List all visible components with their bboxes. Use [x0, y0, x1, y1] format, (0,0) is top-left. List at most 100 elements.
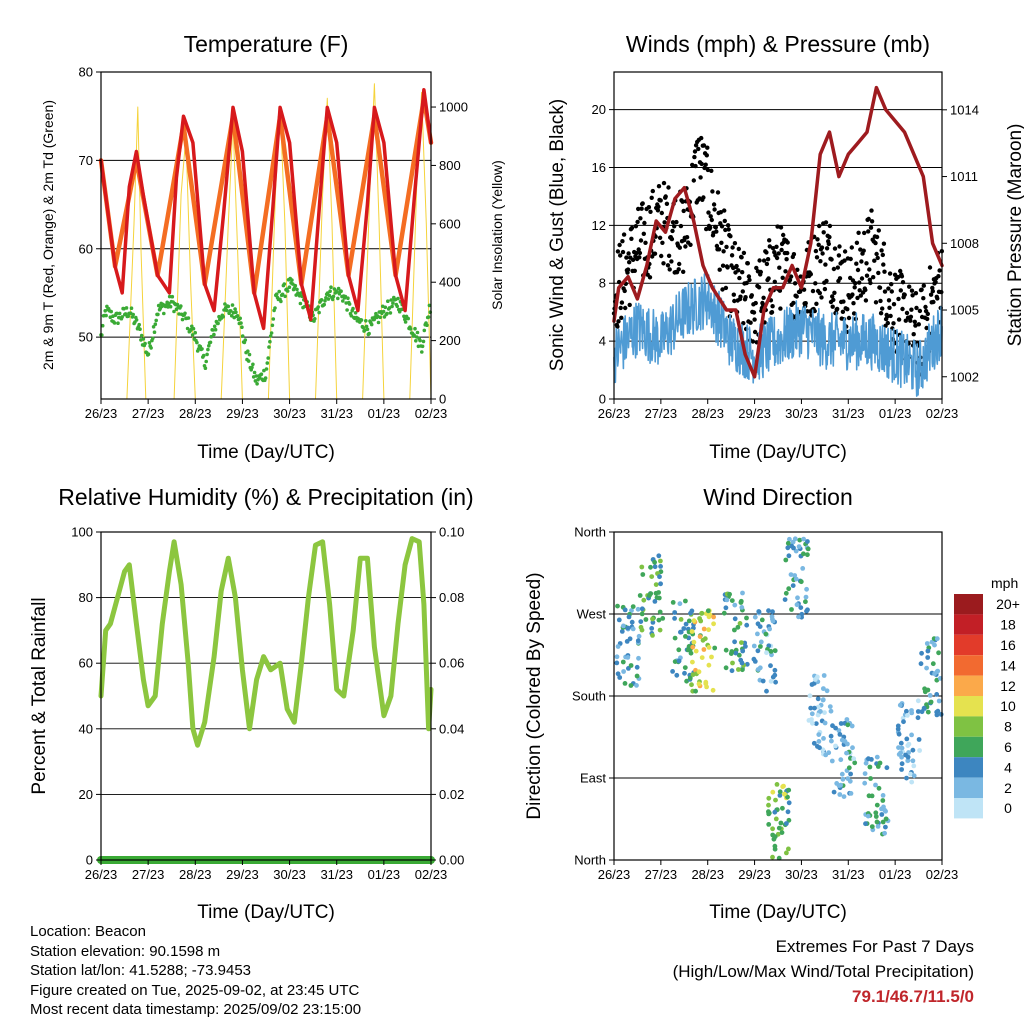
direction-point [688, 610, 693, 616]
direction-point [758, 639, 764, 645]
dewpoint-point [421, 339, 426, 344]
direction-point [768, 678, 774, 684]
dewpoint-point [224, 308, 229, 313]
gust-point [916, 322, 921, 327]
gust-point [814, 301, 819, 306]
gust-point [627, 302, 632, 308]
direction-point [697, 634, 703, 639]
direction-point [915, 715, 921, 721]
gust-point [867, 267, 872, 272]
gust-point [620, 239, 625, 244]
dewpoint-point [204, 359, 208, 364]
gust-point [821, 230, 826, 235]
dewpoint-point [216, 321, 220, 326]
dewpoint-point [319, 298, 324, 302]
dewpoint-point [156, 303, 161, 308]
direction-point [852, 760, 858, 766]
direction-point [845, 741, 850, 747]
y2-tick-label: 600 [439, 216, 461, 231]
gust-point [783, 269, 788, 274]
direction-point [873, 810, 879, 816]
station-latlon: Station lat/lon: 41.5288; -73.9453 [30, 962, 252, 979]
direction-point [795, 595, 800, 601]
direction-point [658, 558, 663, 564]
gust-point [681, 269, 686, 274]
direction-point [652, 559, 657, 565]
direction-point [619, 629, 625, 634]
direction-point [924, 641, 930, 646]
gust-point [930, 289, 935, 294]
direction-point [670, 669, 675, 674]
direction-point [766, 802, 771, 808]
gust-point [924, 325, 929, 331]
gust-point [662, 220, 667, 225]
direction-point [773, 679, 778, 685]
direction-point [643, 617, 649, 622]
dewpoint-point [378, 315, 383, 320]
direction-point [862, 771, 868, 776]
direction-point [615, 644, 621, 649]
gust-point [655, 208, 661, 213]
gust-point [714, 229, 719, 234]
direction-point [921, 705, 927, 711]
gust-point [629, 236, 634, 241]
gust-point [778, 306, 783, 311]
legend-title: mph [991, 575, 1018, 591]
dewpoint-point [420, 350, 424, 354]
direction-point [899, 745, 905, 751]
direction-point [639, 627, 645, 633]
gust-point [925, 311, 930, 317]
x-tick-label: 29/23 [226, 867, 259, 882]
gust-point [835, 306, 840, 312]
direction-point [729, 649, 735, 654]
direction-point [760, 678, 766, 684]
direction-point [808, 705, 814, 711]
direction-point [729, 668, 735, 674]
direction-point [744, 622, 750, 628]
extremes-values: 79.1/46.7/11.5/0 [852, 987, 974, 1006]
direction-point [827, 704, 833, 709]
gust-point [835, 265, 840, 270]
x-tick-label: 30/23 [785, 406, 818, 421]
direction-point [628, 683, 634, 688]
dewpoint-point [203, 366, 208, 371]
dewpoint-point [131, 312, 135, 317]
direction-point [882, 830, 887, 836]
dewpoint-point [229, 309, 233, 313]
gust-point [831, 266, 837, 272]
gust-point [855, 267, 861, 273]
dewpoint-point [396, 296, 400, 301]
gust-point [774, 244, 779, 249]
direction-point [806, 718, 812, 723]
speed-color-legend: mph 20+ 18 16 14 12 10 8 6 4 2 0 [954, 575, 1020, 819]
direction-point [866, 793, 872, 799]
direction-point [880, 819, 886, 825]
direction-point [918, 661, 924, 667]
gust-point [898, 288, 903, 293]
direction-point [683, 634, 688, 639]
gust-point [837, 276, 843, 281]
dewpoint-point [123, 312, 128, 316]
dewpoint-point [205, 352, 209, 357]
direction-point [690, 672, 696, 677]
direction-point [681, 626, 687, 631]
direction-point [622, 681, 628, 686]
temperature-panel: Temperature (F) 50 60 70 80 0 200 400 600 800 10… [40, 31, 505, 463]
temperature-ylabel-right: Solar Insolation (Yellow) [489, 160, 505, 310]
direction-point [866, 756, 871, 762]
dewpoint-point [283, 294, 287, 299]
gust-series [611, 135, 944, 377]
dewpoint-point [226, 304, 231, 309]
direction-point [883, 824, 888, 830]
dewpoint-point [426, 315, 431, 319]
gust-point [846, 315, 852, 321]
gust-point [751, 310, 757, 315]
dewpoint-point [117, 311, 122, 316]
gust-point [823, 262, 828, 267]
direction-point [629, 608, 634, 613]
gust-point [908, 314, 914, 319]
direction-point [924, 702, 929, 707]
direction-point [822, 720, 828, 726]
dewpoint-point [298, 301, 303, 306]
gust-point [824, 278, 829, 284]
